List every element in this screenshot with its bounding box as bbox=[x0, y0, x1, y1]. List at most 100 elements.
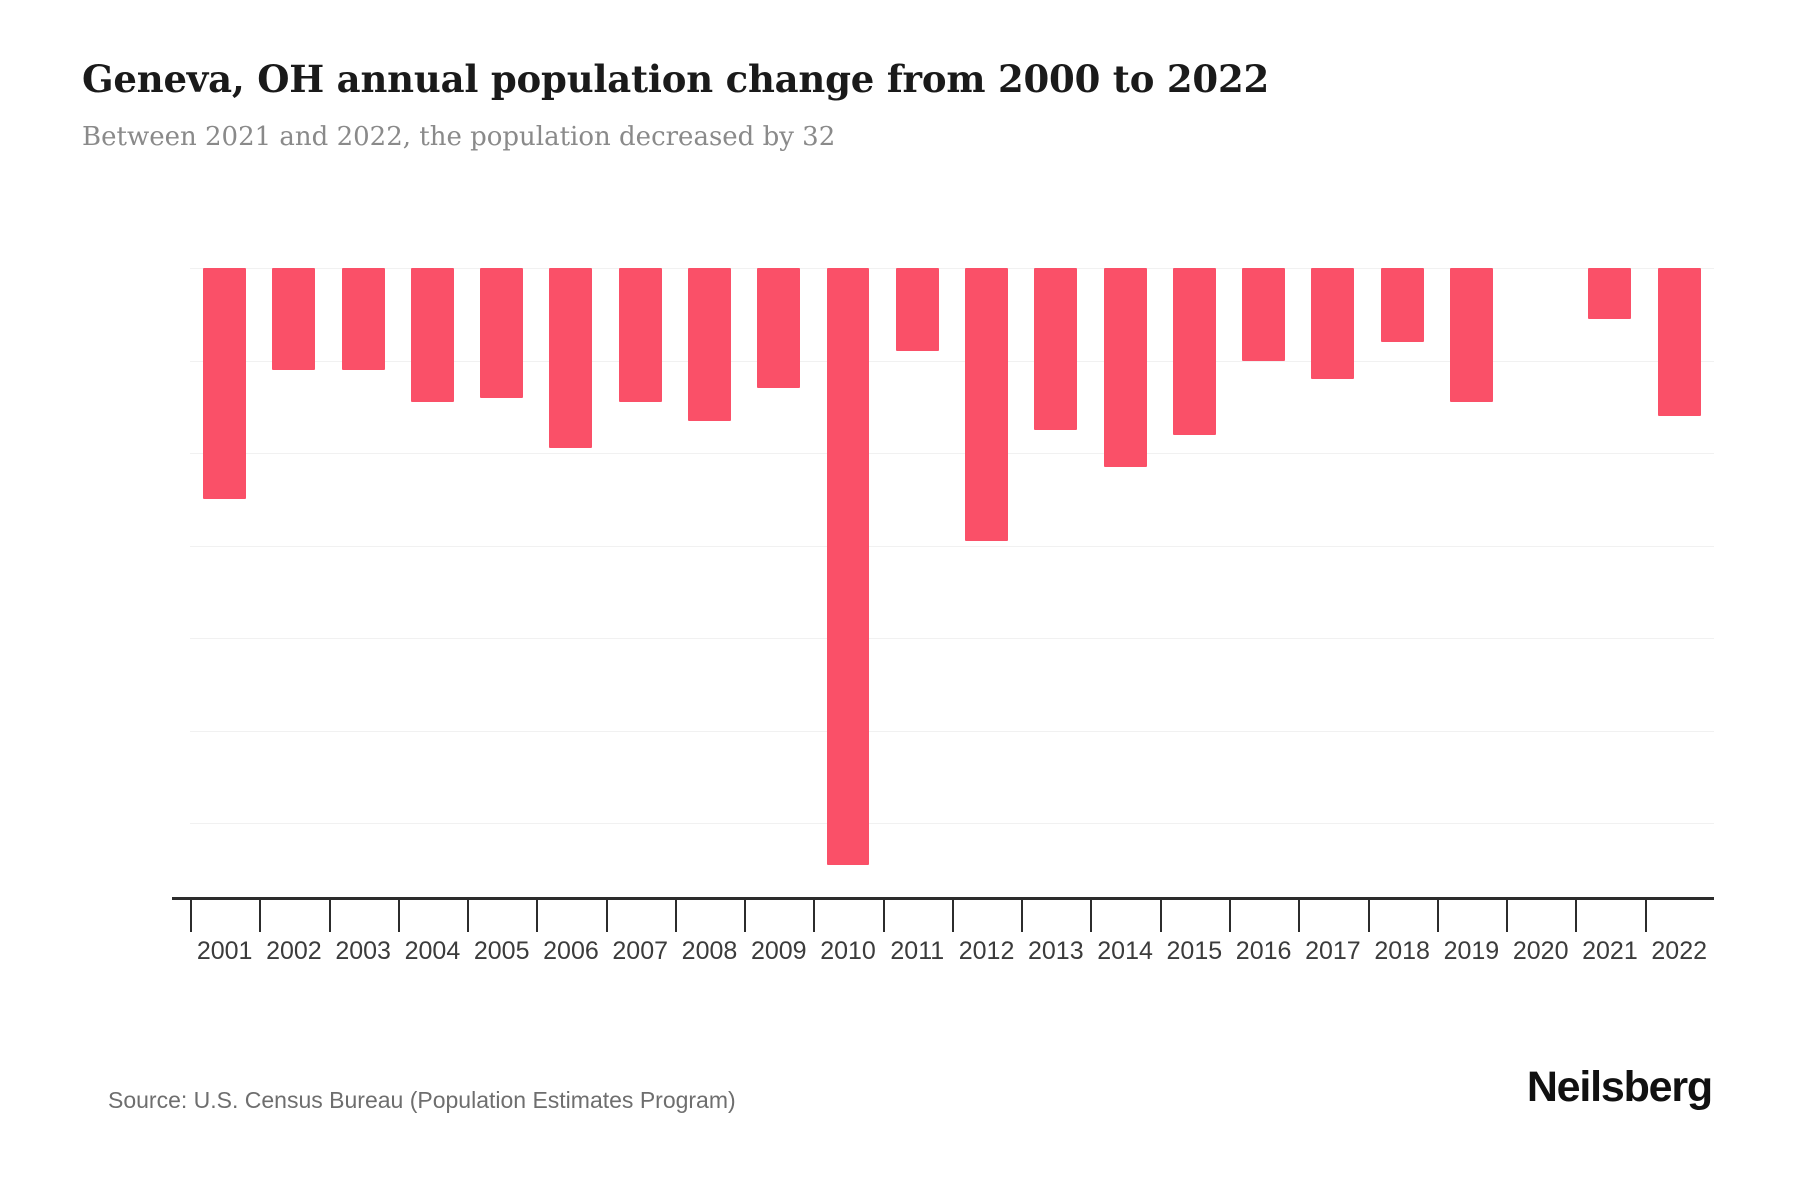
x-tick-slot bbox=[1575, 900, 1644, 932]
x-tick-slot bbox=[882, 900, 952, 932]
bar-slot[interactable] bbox=[398, 268, 467, 897]
x-tick-slot bbox=[397, 900, 467, 932]
x-tick-mark bbox=[674, 900, 677, 932]
x-tick-label: 2009 bbox=[750, 937, 807, 965]
x-tick-mark bbox=[951, 900, 954, 932]
bar-slot[interactable] bbox=[1090, 268, 1159, 897]
gridline bbox=[190, 453, 1714, 454]
x-tick-mark bbox=[397, 900, 400, 932]
bar-slot[interactable] bbox=[675, 268, 744, 897]
bar-slot[interactable] bbox=[883, 268, 952, 897]
bar-slot[interactable] bbox=[1506, 268, 1575, 897]
x-tick-label: 2022 bbox=[1651, 937, 1708, 965]
bar[interactable] bbox=[895, 268, 939, 352]
x-tick-mark bbox=[813, 900, 816, 932]
bar-slot[interactable] bbox=[1368, 268, 1437, 897]
bar[interactable] bbox=[1588, 268, 1632, 319]
x-tick-mark bbox=[1436, 900, 1439, 932]
x-tick-slot bbox=[1298, 900, 1367, 932]
x-tick-mark bbox=[328, 900, 331, 932]
x-tick-slot bbox=[467, 900, 536, 932]
bar[interactable] bbox=[1311, 268, 1355, 379]
bar-slot[interactable] bbox=[1437, 268, 1506, 897]
bar[interactable] bbox=[965, 268, 1009, 541]
x-tick-mark bbox=[882, 900, 885, 932]
x-tick-mark bbox=[259, 900, 262, 932]
x-tick-mark bbox=[1506, 900, 1509, 932]
x-tick-slot bbox=[951, 900, 1021, 932]
bar-series bbox=[190, 268, 1714, 897]
bar-slot[interactable] bbox=[190, 268, 259, 897]
x-tick-slot bbox=[190, 900, 259, 932]
x-tick-slot bbox=[1021, 900, 1090, 932]
bar[interactable] bbox=[757, 268, 801, 389]
x-tick-slot bbox=[1159, 900, 1229, 932]
x-axis-line bbox=[172, 897, 1714, 900]
bar-slot[interactable] bbox=[1160, 268, 1229, 897]
x-tick-slot bbox=[1506, 900, 1575, 932]
bar[interactable] bbox=[549, 268, 593, 449]
x-tick-label: 2006 bbox=[543, 937, 599, 965]
bar-slot[interactable] bbox=[606, 268, 675, 897]
x-tick-mark bbox=[1575, 900, 1578, 932]
bar-slot[interactable] bbox=[1229, 268, 1298, 897]
bar[interactable] bbox=[1103, 268, 1147, 467]
x-tick-mark bbox=[190, 900, 192, 932]
x-tick-slot bbox=[1090, 900, 1159, 932]
bar[interactable] bbox=[1034, 268, 1078, 430]
bar-slot[interactable] bbox=[744, 268, 813, 897]
bar-slot[interactable] bbox=[952, 268, 1021, 897]
bar-slot[interactable] bbox=[1575, 268, 1644, 897]
x-tick-slot bbox=[259, 900, 328, 932]
brand-logo: Neilsberg bbox=[1526, 1063, 1713, 1111]
x-tick-mark bbox=[605, 900, 608, 932]
bar[interactable] bbox=[341, 268, 385, 370]
bar-slot[interactable] bbox=[536, 268, 605, 897]
gridline bbox=[190, 360, 1714, 362]
bar[interactable] bbox=[1657, 268, 1701, 416]
bar[interactable] bbox=[1380, 268, 1424, 342]
x-tick-mark bbox=[1644, 900, 1647, 932]
x-tick-slot bbox=[1228, 900, 1298, 932]
bar-slot[interactable] bbox=[259, 268, 328, 897]
bar[interactable] bbox=[688, 268, 731, 421]
bar[interactable] bbox=[1449, 268, 1493, 403]
x-tick-label: 2005 bbox=[473, 937, 530, 965]
x-tick-label: 2013 bbox=[1028, 937, 1084, 965]
bar[interactable] bbox=[480, 268, 524, 398]
x-tick-mark bbox=[467, 900, 470, 932]
bar-slot[interactable] bbox=[329, 268, 398, 897]
bar-slot[interactable] bbox=[813, 268, 882, 897]
bar-slot[interactable] bbox=[467, 268, 536, 897]
bar[interactable] bbox=[203, 268, 247, 500]
bar-slot[interactable] bbox=[1645, 268, 1714, 897]
x-tick-label: 2020 bbox=[1512, 937, 1569, 965]
bar[interactable] bbox=[826, 268, 870, 865]
x-tick-slot bbox=[744, 900, 813, 932]
x-tick-mark bbox=[1367, 900, 1370, 932]
chart-subtitle: Between 2021 and 2022, the population de… bbox=[82, 122, 836, 152]
bar[interactable] bbox=[1242, 268, 1286, 361]
x-tick-slot bbox=[813, 900, 882, 932]
gridline bbox=[190, 268, 1714, 269]
x-tick-label: 2011 bbox=[890, 937, 945, 965]
x-tick-label: 2018 bbox=[1374, 937, 1430, 965]
x-tick-slot bbox=[1436, 900, 1506, 932]
x-tick-label: 2008 bbox=[681, 937, 738, 965]
bar-slot[interactable] bbox=[1298, 268, 1367, 897]
x-tick-label: 2017 bbox=[1305, 937, 1361, 965]
x-tick-label: 2016 bbox=[1235, 937, 1292, 965]
x-tick-mark bbox=[536, 900, 539, 932]
bar[interactable] bbox=[410, 268, 454, 403]
x-tick-mark bbox=[1159, 900, 1162, 932]
bar-slot[interactable] bbox=[1021, 268, 1090, 897]
x-tick-label: 2002 bbox=[266, 937, 322, 965]
bar[interactable] bbox=[1172, 268, 1216, 435]
bar[interactable] bbox=[272, 268, 316, 370]
x-tick-mark bbox=[1021, 900, 1024, 932]
bar[interactable] bbox=[618, 268, 662, 403]
x-tick-label: 2012 bbox=[958, 937, 1015, 965]
x-tick-slot bbox=[1367, 900, 1437, 932]
x-tick-label: 2007 bbox=[612, 937, 669, 965]
